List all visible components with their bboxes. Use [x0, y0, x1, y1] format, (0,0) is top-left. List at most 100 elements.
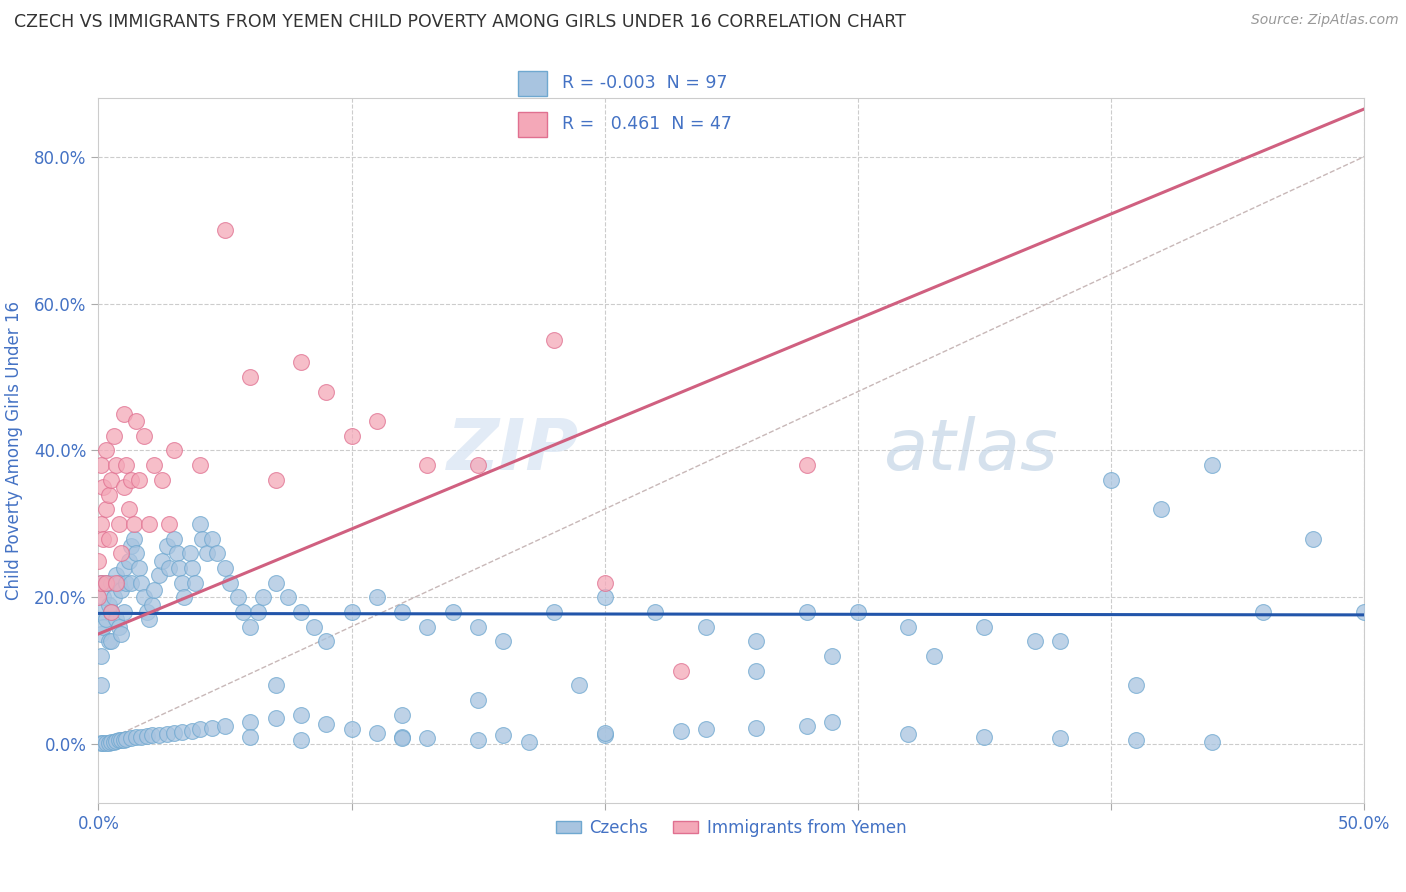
- Point: [131, 575, 153, 590]
- Point: [201, 532, 224, 546]
- Point: [366, 726, 388, 740]
- Point: [97, 634, 120, 648]
- Point: [973, 730, 995, 744]
- Point: [796, 458, 818, 472]
- Point: [315, 384, 337, 399]
- Point: [846, 605, 869, 619]
- Point: [90, 736, 112, 750]
- Point: [1125, 733, 1147, 747]
- Point: [290, 733, 312, 747]
- Point: [157, 561, 180, 575]
- Point: [94, 575, 117, 590]
- Point: [105, 612, 128, 626]
- Point: [122, 516, 145, 531]
- Point: [148, 727, 170, 741]
- Point: [745, 664, 768, 678]
- Point: [132, 591, 155, 605]
- Point: [246, 605, 269, 619]
- Point: [94, 502, 117, 516]
- Point: [90, 575, 112, 590]
- Point: [745, 721, 768, 735]
- Point: [90, 648, 112, 663]
- Point: [796, 605, 818, 619]
- Point: [669, 723, 692, 738]
- Point: [416, 458, 439, 472]
- Point: [90, 458, 112, 472]
- Point: [94, 736, 117, 750]
- Point: [87, 553, 110, 567]
- Point: [695, 723, 717, 737]
- Point: [897, 727, 920, 741]
- Point: [695, 619, 717, 633]
- Point: [543, 334, 565, 348]
- Point: [467, 733, 489, 747]
- Point: [239, 370, 262, 384]
- Point: [105, 734, 128, 748]
- Point: [593, 728, 616, 742]
- Point: [340, 723, 363, 737]
- Point: [156, 727, 179, 741]
- Point: [118, 502, 141, 516]
- FancyBboxPatch shape: [517, 112, 547, 137]
- Point: [492, 728, 515, 742]
- Point: [391, 731, 413, 746]
- Point: [90, 678, 112, 692]
- Point: [132, 429, 155, 443]
- Point: [188, 723, 211, 737]
- Point: [1201, 735, 1223, 749]
- Point: [366, 414, 388, 428]
- Point: [973, 619, 995, 633]
- Point: [173, 591, 195, 605]
- Point: [110, 733, 132, 747]
- Point: [170, 725, 193, 739]
- Point: [138, 612, 160, 626]
- Point: [1201, 458, 1223, 472]
- Point: [214, 561, 236, 575]
- Point: [93, 619, 115, 633]
- Point: [143, 582, 166, 597]
- Point: [100, 605, 122, 619]
- Point: [264, 711, 287, 725]
- Point: [543, 605, 565, 619]
- Point: [201, 721, 224, 735]
- Point: [112, 407, 135, 421]
- Point: [103, 429, 125, 443]
- Point: [922, 648, 945, 663]
- Point: [340, 605, 363, 619]
- Point: [128, 561, 150, 575]
- Point: [112, 605, 135, 619]
- Point: [1024, 634, 1046, 648]
- Point: [188, 516, 211, 531]
- Point: [252, 591, 274, 605]
- Point: [143, 458, 166, 472]
- Point: [1251, 605, 1274, 619]
- Legend: Czechs, Immigrants from Yemen: Czechs, Immigrants from Yemen: [550, 813, 912, 844]
- Point: [125, 731, 148, 745]
- Point: [93, 480, 115, 494]
- Point: [183, 575, 205, 590]
- Point: [1302, 532, 1324, 546]
- Point: [125, 546, 148, 560]
- Point: [467, 619, 489, 633]
- Point: [181, 723, 204, 738]
- Point: [170, 575, 193, 590]
- Point: [150, 473, 173, 487]
- Point: [290, 707, 312, 722]
- Point: [135, 605, 157, 619]
- Point: [302, 619, 325, 633]
- Point: [897, 619, 920, 633]
- Point: [105, 568, 128, 582]
- Point: [232, 605, 254, 619]
- Point: [315, 716, 337, 731]
- Point: [181, 561, 204, 575]
- Point: [239, 619, 262, 633]
- Point: [1353, 605, 1375, 619]
- Point: [138, 516, 160, 531]
- Point: [90, 516, 112, 531]
- Point: [100, 634, 122, 648]
- Y-axis label: Child Poverty Among Girls Under 16: Child Poverty Among Girls Under 16: [6, 301, 22, 600]
- Point: [391, 707, 413, 722]
- Point: [1049, 731, 1071, 746]
- Point: [112, 732, 135, 747]
- Point: [105, 458, 128, 472]
